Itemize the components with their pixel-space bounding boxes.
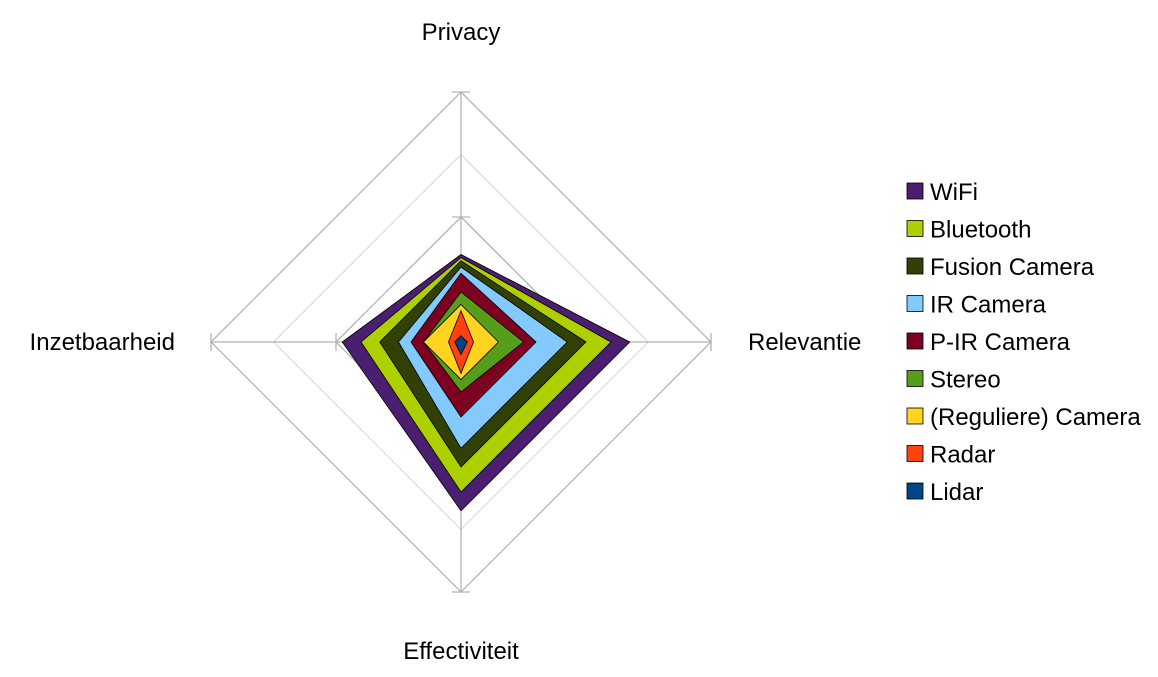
axis-label-privacy: Privacy	[422, 19, 501, 46]
legend-swatch	[906, 220, 924, 237]
legend-swatch	[906, 445, 924, 462]
legend: WiFi Bluetooth Fusion Camera IR Camera P-IR …	[906, 179, 1141, 506]
legend-label: IR Camera	[930, 292, 1047, 319]
axis-label-inzetbaarheid: Inzetbaarheid	[30, 329, 175, 356]
legend-swatch	[906, 257, 924, 275]
legend-label: (Reguliere) Camera	[930, 404, 1141, 431]
legend-label: Bluetooth	[930, 217, 1031, 244]
legend-swatch	[906, 295, 924, 312]
legend-label: Stereo	[930, 367, 1001, 394]
legend-swatch	[906, 407, 924, 425]
axis-label-relevantie: Relevantie	[748, 329, 861, 356]
legend-label: WiFi	[930, 179, 978, 206]
legend-swatch	[906, 182, 924, 200]
legend-swatch	[906, 370, 924, 387]
legend-swatch	[906, 482, 924, 500]
legend-label: P-IR Camera	[930, 329, 1071, 356]
series-area-lidar	[454, 335, 468, 356]
axis-labels: Privacy Relevantie Effectiviteit Inzetba…	[30, 19, 862, 665]
radar-series	[341, 254, 631, 512]
legend-swatch	[906, 332, 924, 350]
legend-label: Lidar	[930, 479, 983, 506]
axis-label-effectiviteit: Effectiviteit	[403, 638, 519, 665]
legend-label: Fusion Camera	[930, 254, 1095, 281]
legend-label: Radar	[930, 442, 995, 469]
